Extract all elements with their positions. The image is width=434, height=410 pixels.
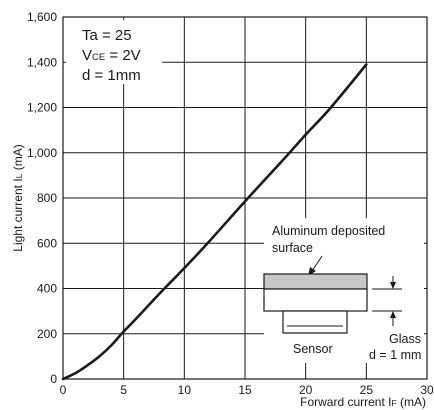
sensor-chip	[282, 310, 348, 334]
y-tick-label: 1,000	[27, 146, 57, 160]
y-axis-title: Light current IL (mA)	[11, 144, 25, 251]
y-tick-label: 1,600	[27, 10, 57, 24]
surface-arrow-shaft	[311, 255, 323, 272]
y-tick-label: 600	[37, 236, 57, 250]
x-axis-title: Forward current IF (mA)	[300, 395, 426, 409]
glass-label-line2: d = 1 mm	[369, 348, 421, 362]
y-tick-label: 1,400	[27, 55, 57, 69]
condition-vce: VCE = 2V	[82, 47, 141, 64]
y-tick-label: 800	[37, 191, 57, 205]
plot-frame	[62, 16, 428, 380]
condition-distance: d = 1mm	[82, 67, 141, 84]
sensor-inset: Aluminum deposited surface Sensor Glass …	[263, 218, 424, 363]
x-tick-label: 10	[178, 383, 192, 397]
x-tick-label: 25	[360, 383, 374, 397]
surface-label-line2: surface	[272, 241, 313, 255]
glass-layer	[263, 273, 368, 290]
axis-ticks: 0 5 10 15 20 25 30 0 200 400 600 800 1,000 1,200 1,400…	[27, 10, 434, 397]
sensor-label: Sensor	[293, 342, 333, 356]
dim-upper-head	[390, 282, 396, 289]
conditions-annotation: Ta = 25 VCE = 2V d = 1mm	[66, 20, 162, 84]
y-tick-label: 0	[50, 372, 57, 386]
surface-label-line1: Aluminum deposited	[272, 224, 385, 238]
x-tick-label: 30	[420, 383, 434, 397]
package-body	[263, 288, 368, 312]
x-tick-label: 5	[120, 383, 127, 397]
condition-temperature: Ta = 25	[82, 27, 132, 44]
x-tick-label: 0	[60, 383, 67, 397]
series-line	[61, 63, 368, 381]
glass-label-line1: Glass	[389, 332, 421, 346]
y-tick-label: 400	[37, 282, 57, 296]
x-tick-label: 15	[238, 383, 252, 397]
dim-lower-head	[390, 311, 396, 318]
y-tick-label: 200	[37, 327, 57, 341]
y-tick-label: 1,200	[27, 101, 57, 115]
x-tick-label: 20	[299, 383, 313, 397]
